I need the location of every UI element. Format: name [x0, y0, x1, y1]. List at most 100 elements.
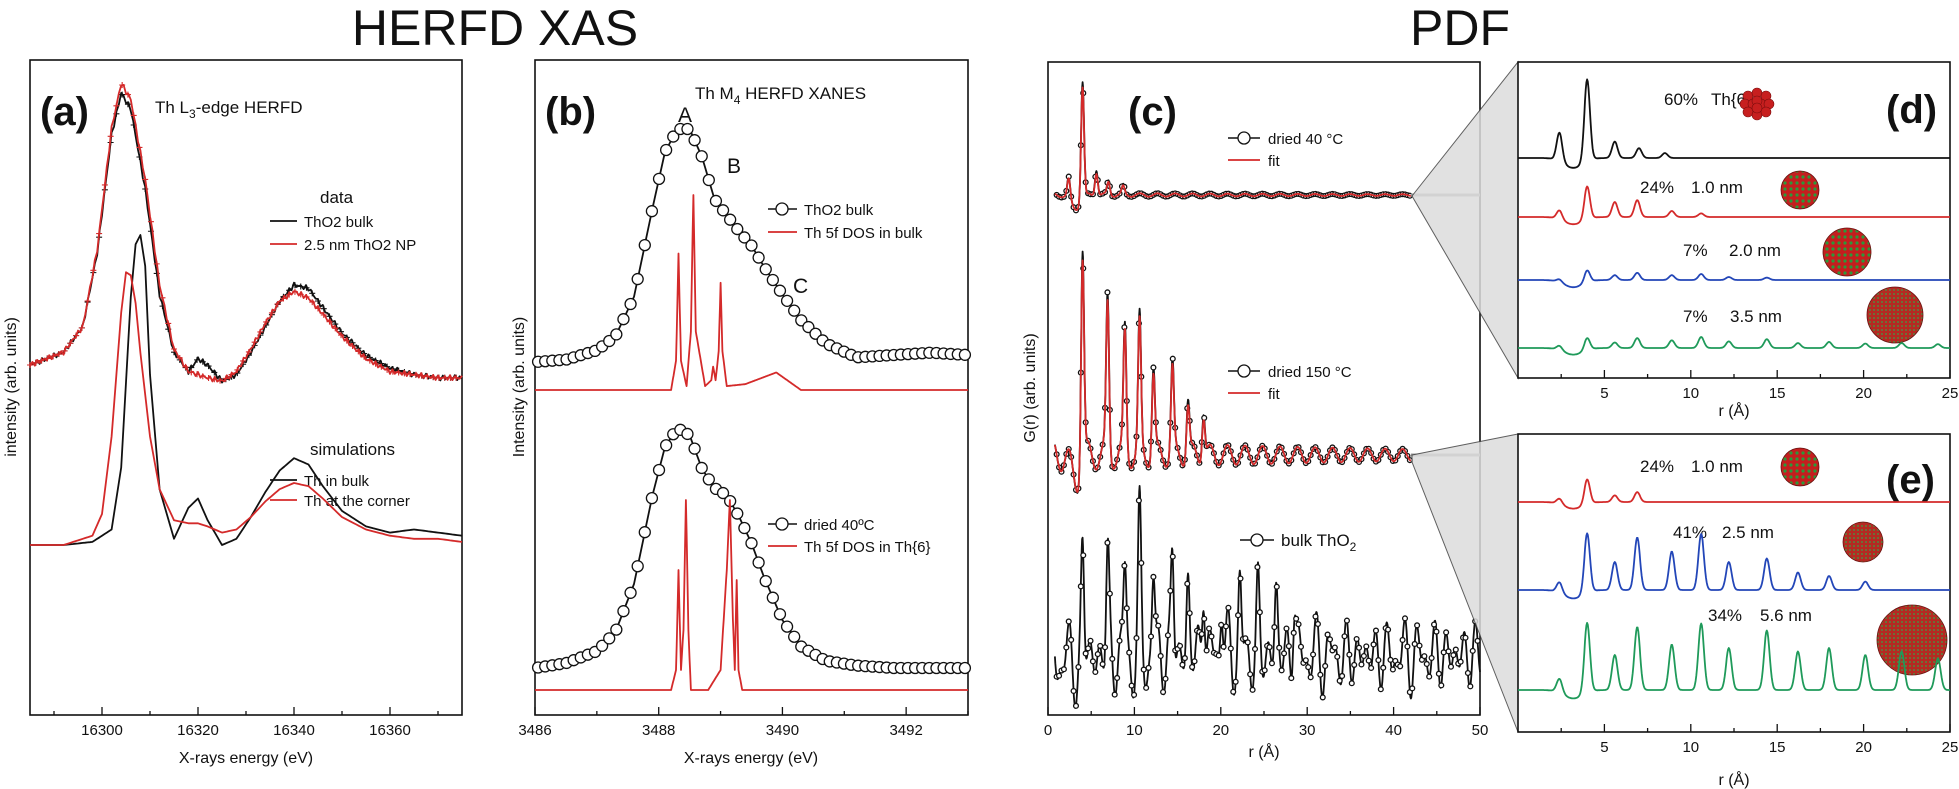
data-point [1225, 604, 1232, 611]
data-point [1082, 650, 1089, 657]
panel-e-cluster-images [1780, 447, 1948, 676]
data-point [303, 284, 310, 291]
series-line-3-5-nm [1517, 336, 1951, 356]
data-point [1220, 643, 1227, 650]
legend-b-dos-bulk-label: Th 5f DOS in bulk [804, 225, 923, 242]
legend-c-150-marker [1237, 364, 1251, 378]
data-point [1319, 694, 1326, 701]
data-point [1068, 636, 1075, 643]
data-point [326, 313, 333, 320]
data-point [320, 311, 327, 318]
data-point [1387, 656, 1394, 663]
panel-e-row2-pct: 41% [1673, 523, 1707, 542]
data-point [1467, 683, 1474, 690]
data-point [780, 620, 794, 633]
data-point [1070, 687, 1077, 695]
atom [1742, 106, 1754, 118]
data-point [50, 353, 57, 360]
series-line-th-at-the-corner [30, 271, 463, 546]
data-point [617, 313, 630, 326]
data-point [1249, 686, 1256, 693]
peak-label-a: A [678, 104, 692, 127]
data-point [1450, 652, 1457, 659]
tick-label: 50 [1472, 722, 1489, 739]
data-point [773, 608, 787, 621]
data-point [1114, 674, 1121, 682]
series-line-5-6-nm [1517, 622, 1951, 700]
legend-a-sim-bulk-label: Th in bulk [304, 473, 370, 490]
data-point [44, 355, 51, 362]
tick-label: 20 [1212, 722, 1229, 739]
data-point [165, 320, 172, 327]
panel-a: (a) Th L3-edge HERFD data ThO2 bulk 2.5 … [3, 59, 463, 767]
data-point [1133, 634, 1140, 642]
data-point [1397, 663, 1404, 670]
tick-label: 40 [1385, 722, 1402, 739]
data-point [645, 492, 659, 505]
panel-c-ticks: 0 10 20 30 40 50 [1044, 707, 1489, 739]
tick-label: 0 [1044, 722, 1052, 739]
data-point [1423, 660, 1430, 667]
data-point [119, 91, 126, 98]
data-point [958, 661, 972, 675]
data-point [199, 358, 206, 365]
data-point [1065, 618, 1072, 625]
data-point [1355, 644, 1363, 651]
data-point [1247, 671, 1254, 678]
data-point [268, 309, 275, 316]
series-line-3 [534, 499, 969, 691]
cluster-2nm-icon [1822, 227, 1872, 277]
data-point [709, 194, 723, 208]
data-point [1348, 680, 1355, 687]
panel-e-ticks: 5 10 15 20 25 [1560, 724, 1958, 756]
panel-d-label: (d) [1886, 88, 1937, 132]
data-point [1363, 643, 1370, 650]
series-line-2-0-nm [1517, 269, 1951, 289]
series-line-1 [534, 194, 969, 391]
data-point [1109, 655, 1116, 662]
data-point [1092, 668, 1099, 676]
panel-a-ticks: 16300 16320 16340 16360 [53, 707, 439, 739]
data-point [199, 373, 206, 380]
panel-a-xlabel: X-rays energy (eV) [179, 750, 313, 767]
panel-a-data-heading: data [320, 188, 354, 207]
legend-a-np-label: 2.5 nm ThO2 NP [304, 237, 416, 254]
data-point [1189, 664, 1196, 671]
panel-a-frame [29, 59, 463, 716]
data-point [1072, 702, 1080, 709]
data-point [424, 373, 431, 380]
data-point [73, 332, 80, 339]
data-point [610, 623, 623, 636]
data-point [1261, 667, 1268, 674]
data-point [1312, 613, 1319, 620]
data-point [702, 173, 715, 187]
tick-label: 3492 [889, 722, 922, 739]
legend-b-bulk-label: ThO2 bulk [804, 202, 874, 219]
data-point [631, 560, 644, 573]
data-point [263, 318, 270, 325]
data-point [681, 122, 694, 136]
data-point [688, 134, 701, 147]
data-point [1056, 672, 1063, 679]
data-point [1244, 639, 1251, 646]
data-point [309, 290, 316, 297]
data-point [667, 130, 680, 143]
data-point [378, 363, 385, 370]
data-point [780, 294, 794, 307]
data-point [1278, 667, 1285, 674]
data-point [130, 112, 137, 119]
data-point [1372, 627, 1380, 634]
data-point [1060, 666, 1067, 673]
data-point [1222, 623, 1230, 630]
panel-d-row4-size: 3.5 nm [1730, 307, 1782, 326]
series-line-th-in-bulk [30, 234, 463, 546]
panel-e-row1-pct: 24% [1640, 457, 1674, 476]
data-point [372, 360, 379, 367]
data-point [1365, 657, 1372, 664]
tick-label: 16320 [177, 722, 219, 739]
header-pdf: PDF [1410, 0, 1510, 56]
data-point [1469, 647, 1476, 654]
data-point [1150, 573, 1157, 580]
data-point [1302, 657, 1309, 664]
data-point [1445, 648, 1452, 655]
